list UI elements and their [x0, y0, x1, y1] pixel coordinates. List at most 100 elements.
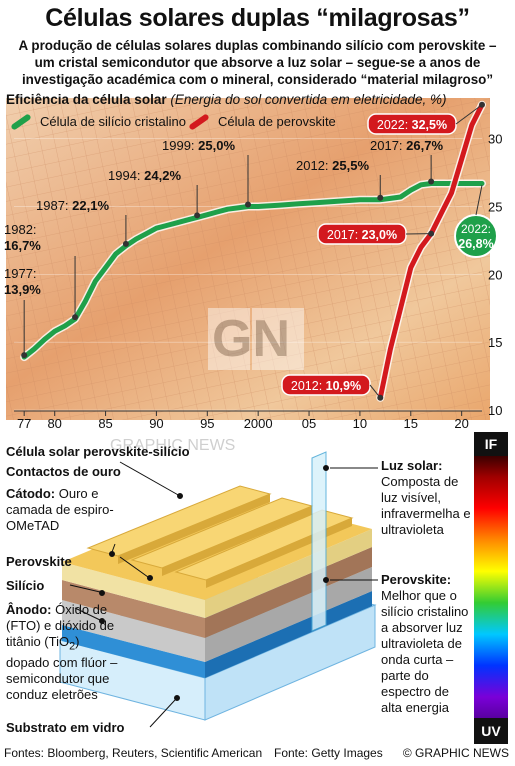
annotation-text: 2012: 25,5% [296, 158, 369, 173]
y-tick-label: 25 [488, 200, 502, 215]
graphic-news-watermark: GRAPHIC NEWS [110, 437, 235, 454]
anode-layer-side [205, 591, 372, 678]
annotation-leader [475, 185, 483, 216]
legend-silicon-label: Célula de silício cristalino [40, 114, 186, 129]
sunlight-beam [311, 451, 327, 632]
annotation-text: 2017: 23,0% [327, 228, 397, 242]
x-tick-label: 77 [17, 416, 31, 428]
y-tick-label: 20 [488, 267, 502, 282]
annotation-perovskite-2022: 2022: 32,5% [367, 101, 485, 135]
label-perovskite-layer-text: Perovskite [6, 554, 72, 569]
chart-photo-texture [6, 98, 490, 420]
annotation-dot [72, 314, 79, 321]
series-silicon-line [21, 181, 485, 360]
annotation-silicon-1994: 1994: 24,2% [108, 168, 201, 219]
label-glass-text: Substrato em vidro [6, 720, 125, 735]
label-sunlight: Luz solar: Composta de luz visível, infr… [381, 458, 471, 538]
page-title: Células solares duplas “milagrosas” [45, 4, 470, 32]
light-spectrum: IF UV [474, 432, 508, 744]
footer-photo-credit: Fonte: Getty Images [274, 746, 383, 760]
label-gold-contacts: Contactos de ouro [6, 464, 121, 480]
x-tick-label: 2000 [244, 416, 273, 428]
annotation-text: 1994: 24,2% [108, 168, 181, 183]
gn-logo-watermark: GN [208, 308, 304, 370]
page-subtitle: A produção de células solares duplas com… [18, 38, 497, 87]
annotation-dot [479, 101, 485, 108]
annotation-perovskite-2012: 2012: 10,9% [281, 374, 384, 401]
annotation-silicon-1977: 1977:13,9% [4, 266, 41, 359]
annotation-text: 1999: 25,0% [162, 138, 235, 153]
y-tick-label: 30 [488, 132, 502, 147]
annotation-dot [245, 201, 251, 208]
cathode-layer-front [62, 562, 205, 618]
label-anode-text-post: ) dopado com flúor – semicondutor que co… [6, 634, 118, 702]
label-anode-sub: 2 [69, 640, 76, 653]
cathode-layer-side [205, 529, 372, 618]
annotation-silicon-1987: 1987: 22,1% [36, 198, 129, 247]
solar-cell-diagram: GRAPHIC NEWS [58, 437, 378, 728]
label-cathode-text: Ouro e camada de espiro-OMeTAD [6, 486, 114, 533]
footer-copyright: © GRAPHIC NEWS [402, 746, 509, 760]
annotation-silicon-1999: 1999: 25,0% [162, 138, 251, 208]
annotation-silicon-2012: 2012: 25,5% [296, 158, 384, 201]
label-silicon-layer-text: Silício [6, 578, 45, 593]
x-tick-label: 85 [98, 416, 112, 428]
annotation-dot [122, 240, 129, 247]
anode-layer-front [62, 625, 205, 678]
x-tick-label: 15 [404, 416, 418, 428]
annotation-dot [377, 394, 384, 401]
x-tick-label: 05 [302, 416, 316, 428]
annotation-text: 2022: 32,5% [377, 118, 447, 132]
legend-perovskite-label: Célula de perovskite [218, 114, 336, 129]
perovskite-layer-side [205, 547, 372, 638]
footer-sources: Fontes: Bloomberg, Reuters, Scientific A… [4, 746, 263, 760]
label-sunlight-text: Composta de luz visível, infravermelha e… [381, 474, 471, 537]
chart-heading-bold: Eficiência da célula solar [6, 92, 167, 107]
annotation-dot [194, 212, 201, 219]
glass-layer-side [204, 604, 376, 721]
silicon-layer-front [62, 600, 205, 662]
annotation-value: 13,9% [4, 282, 41, 297]
annotation-value: 16,7% [4, 238, 41, 253]
label-gold-contacts-text: Contactos de ouro [6, 464, 121, 479]
label-cathode-bold: Cátodo: [6, 486, 56, 501]
chart-heading: Eficiência da célula solar (Energia do s… [6, 92, 446, 107]
chart-heading-italic: (Energia do sol convertida em eletricida… [170, 92, 447, 107]
label-perovskite-note-bold: Perovskite: [381, 572, 452, 587]
annotation-perovskite-2017: 2017: 23,0% [317, 223, 435, 245]
annotation-dot [377, 194, 384, 201]
annotation-text: 2017: 26,7% [370, 138, 443, 153]
label-perovskite-note-text: Melhor que o silício cristalino a absorv… [381, 588, 469, 715]
label-glass: Substrato em vidro [6, 720, 124, 736]
annotation-value: 26,8% [458, 237, 493, 251]
spectrum-infrared-label: IF [474, 432, 508, 456]
label-perovskite-note: Perovskite: Melhor que o silício cristal… [381, 572, 471, 716]
legend-silicon: Célula de silício cristalino [10, 112, 186, 131]
x-tick-label: 95 [200, 416, 214, 428]
annotation-silicon-1982: 1982:16,7% [4, 222, 79, 321]
y-tick-label: 10 [488, 403, 502, 418]
label-anode: Ânodo: Óxido de (FTO) e dióxido de titân… [6, 602, 126, 703]
annotation-dot [428, 230, 435, 237]
label-silicon-layer: Silício [6, 578, 44, 594]
annotation-silicon-2017: 2017: 26,7% [370, 138, 443, 185]
spectrum-ultraviolet-label: UV [474, 718, 508, 744]
annotation-silicon-2022: 2022:26,8% [454, 185, 498, 258]
perovskite-layer-front [62, 580, 205, 638]
gold-contacts [86, 485, 354, 588]
label-anode-bold: Ânodo: [6, 602, 52, 617]
annotation-year: 1977: [4, 266, 37, 281]
label-anode-text-pre: Óxido de (FTO) e dióxido de titânio (TiO [6, 602, 115, 649]
label-perovskite-layer: Perovskite [6, 554, 72, 570]
annotation-text: 1987: 22,1% [36, 198, 109, 213]
legend-perovskite: Célula de perovskite [188, 112, 336, 131]
legend-silicon-swatch [10, 112, 32, 131]
y-tick-label: 15 [488, 335, 502, 350]
legend-perovskite-swatch [188, 112, 210, 131]
annotation-dot [21, 352, 28, 359]
svg-text:GN: GN [212, 310, 290, 368]
annotation-text: 2012: 10,9% [291, 379, 361, 393]
label-sunlight-bold: Luz solar: [381, 458, 443, 473]
spectrum-bar [474, 456, 508, 718]
x-tick-label: 80 [47, 416, 61, 428]
